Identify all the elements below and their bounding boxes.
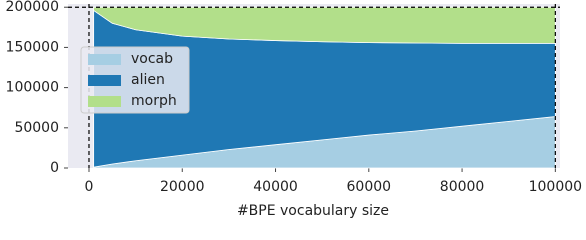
- x-tick-label: 60000: [347, 179, 392, 195]
- x-tick-label: 100000: [529, 179, 582, 195]
- x-tick-label: 20000: [160, 179, 205, 195]
- y-tick-label: 100000: [6, 80, 59, 96]
- x-tick-label: 80000: [440, 179, 485, 195]
- x-tick-label: 40000: [253, 179, 298, 195]
- y-tick-label: 150000: [6, 39, 59, 55]
- x-tick-label: 0: [85, 179, 94, 195]
- area: [93, 6, 556, 44]
- legend-label: alien: [131, 72, 165, 88]
- legend-swatch: [88, 75, 121, 86]
- x-axis-label: #BPE vocabulary size: [237, 203, 389, 219]
- legend-label: vocab: [131, 51, 173, 67]
- chart: #BPE vocabulary size 0 50000 100000 150000 2…: [6, 0, 583, 219]
- y-tick-label: 50000: [14, 120, 59, 136]
- legend-label: morph: [131, 93, 177, 109]
- y-tick-label: 0: [50, 160, 59, 176]
- legend-swatch: [88, 96, 121, 107]
- legend-swatch: [88, 54, 121, 65]
- legend: vocab alien morph: [80, 46, 190, 114]
- y-tick-label: 200000: [6, 0, 59, 15]
